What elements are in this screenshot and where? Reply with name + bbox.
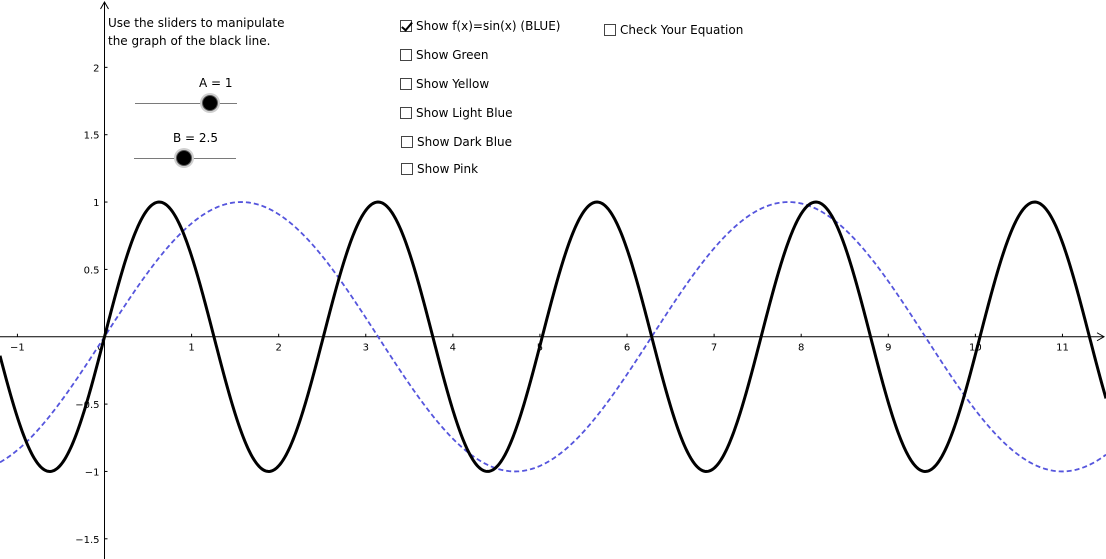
x-tick-label: 10 — [969, 343, 982, 354]
x-axis-arrow-icon — [1096, 332, 1106, 342]
checkbox-icon[interactable] — [400, 107, 412, 119]
x-tick-label: 3 — [363, 343, 369, 354]
checkbox-icon[interactable] — [401, 136, 413, 148]
checkbox-show-yellow[interactable]: Show Yellow — [400, 77, 489, 91]
y-axis-arrow-icon — [100, 0, 109, 10]
slider-a-handle[interactable] — [202, 95, 218, 111]
x-tick-label: 9 — [885, 343, 891, 354]
checkbox-show-dark-blue[interactable]: Show Dark Blue — [401, 135, 512, 149]
y-tick-label: −1.5 — [75, 535, 99, 546]
y-tick-label: 1 — [93, 198, 99, 209]
checkbox-show-pink[interactable]: Show Pink — [401, 162, 478, 176]
x-tick-label: 4 — [450, 343, 456, 354]
checkbox-icon[interactable] — [400, 78, 412, 90]
instructions-line-1: Use the sliders to manipulate — [108, 16, 285, 30]
x-tick-label: 2 — [275, 343, 281, 354]
checkbox-show-green-label: Show Green — [416, 48, 489, 62]
x-tick-label: 7 — [711, 343, 717, 354]
x-tick-label: 11 — [1056, 343, 1069, 354]
slider-a-label: A = 1 — [199, 76, 233, 90]
y-axis-ticks: −1.5−1−0.50.511.52 — [75, 63, 108, 546]
checkbox-icon[interactable] — [400, 20, 412, 32]
slider-b-label: B = 2.5 — [173, 131, 218, 145]
checkbox-show-yellow-label: Show Yellow — [416, 77, 490, 91]
y-tick-label: 0.5 — [84, 265, 100, 276]
checkbox-show-sin-label: Show f(x)=sin(x) (BLUE) — [416, 19, 561, 33]
y-tick-label: 2 — [93, 63, 99, 74]
blue-sine-curve — [0, 201, 1106, 473]
checkbox-show-pink-label: Show Pink — [417, 162, 479, 176]
checkbox-check-equation-label: Check Your Equation — [620, 23, 744, 37]
x-tick-label: 6 — [624, 343, 630, 354]
x-tick-label: 1 — [188, 343, 194, 354]
instructions-line-2: the graph of the black line. — [108, 34, 271, 48]
checkbox-show-sin[interactable]: Show f(x)=sin(x) (BLUE) — [400, 19, 560, 33]
checkbox-icon[interactable] — [400, 49, 412, 61]
checkbox-show-light-blue-label: Show Light Blue — [416, 106, 513, 120]
checkbox-icon[interactable] — [604, 24, 616, 36]
x-tick-label: 8 — [798, 343, 804, 354]
instructions-text: Use the sliders to manipulate the graph … — [108, 14, 308, 50]
black-curve — [0, 200, 1106, 473]
checkbox-show-light-blue[interactable]: Show Light Blue — [400, 106, 513, 120]
x-tick-label: −1 — [10, 343, 25, 354]
checkbox-show-green[interactable]: Show Green — [400, 48, 489, 62]
y-tick-label: 1.5 — [84, 131, 100, 142]
slider-a-track[interactable] — [135, 103, 237, 104]
checkbox-show-dark-blue-label: Show Dark Blue — [417, 135, 513, 149]
x-axis-ticks: −1 0 1 2 3 4 5 6 7 8 9 10 11 — [10, 333, 1069, 354]
y-tick-label: −1 — [85, 467, 100, 478]
slider-b-handle[interactable] — [176, 150, 192, 166]
checkbox-icon[interactable] — [401, 163, 413, 175]
checkbox-check-equation[interactable]: Check Your Equation — [604, 23, 743, 37]
